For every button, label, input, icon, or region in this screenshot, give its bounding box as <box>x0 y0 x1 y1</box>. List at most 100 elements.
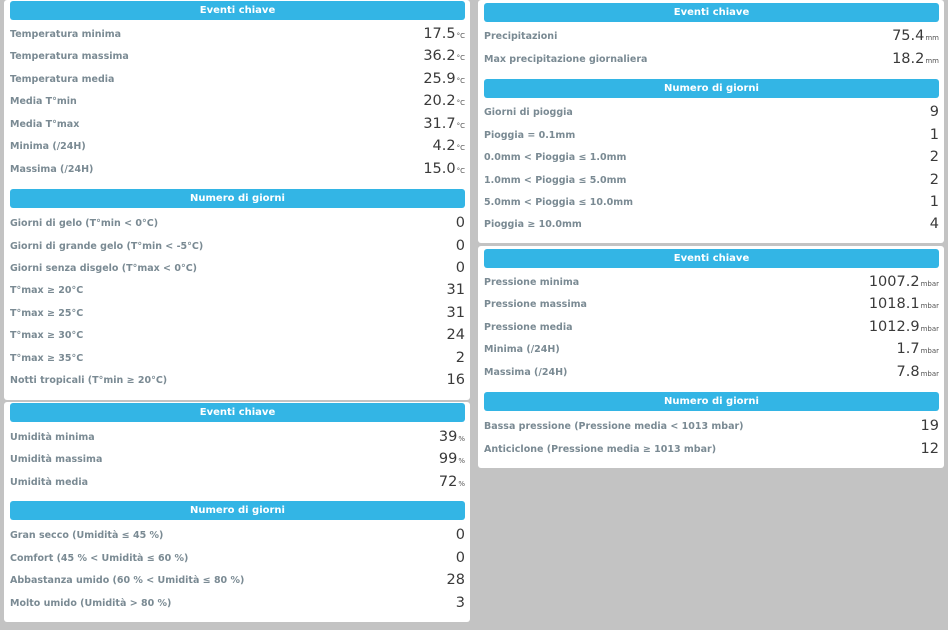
stat-row: Bassa pressione (Pressione media < 1013 … <box>484 414 939 436</box>
stat-value: 31 <box>446 282 465 298</box>
precipitation-panel: Eventi chiave Precipitazioni 75.4mm Max p… <box>478 0 944 243</box>
stat-value: 15.0°C <box>423 161 465 177</box>
stat-row: Precipitazioni 75.4mm <box>484 24 939 46</box>
pressure-panel: Eventi chiave Pressione minima 1007.2mbar… <box>478 246 944 468</box>
stat-value: 3 <box>455 595 465 611</box>
pressure-key-events-header: Eventi chiave <box>484 249 939 268</box>
stat-value: 17.5°C <box>423 26 465 42</box>
stat-label: Umidità media <box>10 477 88 488</box>
stat-value: 2 <box>929 149 939 165</box>
stat-label: Minima (/24H) <box>10 141 86 152</box>
stat-value: 0 <box>455 260 465 276</box>
stat-row: Abbastanza umido (60 % < Umidità ≤ 80 %)… <box>10 568 465 590</box>
stat-value: 28 <box>446 572 465 588</box>
stat-value: 24 <box>446 327 465 343</box>
stat-row: Giorni senza disgelo (T°max < 0°C) 0 <box>10 256 465 278</box>
stat-row: Umidità minima 39% <box>10 425 465 447</box>
stat-value: 31.7°C <box>423 116 465 132</box>
stat-row: Notti tropicali (T°min ≥ 20°C) 16 <box>10 368 465 390</box>
stat-row: Minima (/24H) 4.2°C <box>10 134 465 156</box>
stat-row: T°max ≥ 25°C 31 <box>10 301 465 323</box>
stat-value: 0 <box>455 527 465 543</box>
stat-label: Comfort (45 % < Umidità ≤ 60 %) <box>10 553 189 564</box>
stat-label: 1.0mm < Pioggia ≤ 5.0mm <box>484 175 627 186</box>
stat-row: Temperatura minima 17.5°C <box>10 22 465 44</box>
stat-label: 0.0mm < Pioggia ≤ 1.0mm <box>484 152 627 163</box>
stat-label: Giorni di pioggia <box>484 107 573 118</box>
stat-row: Minima (/24H) 1.7mbar <box>484 337 939 359</box>
stat-value: 2 <box>455 350 465 366</box>
stat-label: Anticiclone (Pressione media ≥ 1013 mbar… <box>484 444 717 455</box>
stat-value: 72% <box>438 474 465 490</box>
stat-row: Umidità media 72% <box>10 470 465 492</box>
stat-row: Temperatura massima 36.2°C <box>10 44 465 66</box>
precipitation-key-events-header: Eventi chiave <box>484 3 939 22</box>
stat-label: Abbastanza umido (60 % < Umidità ≤ 80 %) <box>10 575 245 586</box>
stat-value: 4.2°C <box>432 138 465 154</box>
temperature-days-header: Numero di giorni <box>10 189 465 208</box>
stat-label: Pressione massima <box>484 299 587 310</box>
stat-row: Gran secco (Umidità ≤ 45 %) 0 <box>10 523 465 545</box>
stat-value: 20.2°C <box>423 93 465 109</box>
stat-row: T°max ≥ 35°C 2 <box>10 346 465 368</box>
stat-label: Media T°min <box>10 96 77 107</box>
stat-label: Pioggia = 0.1mm <box>484 130 576 141</box>
stat-value: 31 <box>446 305 465 321</box>
stat-label: T°max ≥ 25°C <box>10 308 84 319</box>
stat-label: Giorni di gelo (T°min < 0°C) <box>10 218 159 229</box>
stat-value: 4 <box>929 216 939 232</box>
stat-value: 19 <box>920 418 939 434</box>
stat-label: Pressione minima <box>484 277 580 288</box>
stat-value: 0 <box>455 550 465 566</box>
stat-label: Giorni senza disgelo (T°max < 0°C) <box>10 263 198 274</box>
stat-row: Temperatura media 25.9°C <box>10 67 465 89</box>
stat-row: Giorni di pioggia 9 <box>484 100 939 122</box>
stat-row: Anticiclone (Pressione media ≥ 1013 mbar… <box>484 437 939 459</box>
stat-row: 0.0mm < Pioggia ≤ 1.0mm 2 <box>484 145 939 167</box>
stat-value: 0 <box>455 215 465 231</box>
stat-label: Umidità minima <box>10 432 95 443</box>
stat-label: Massima (/24H) <box>10 164 94 175</box>
stat-value: 2 <box>929 172 939 188</box>
stat-row: Pressione minima 1007.2mbar <box>484 270 939 292</box>
stat-value: 1 <box>929 127 939 143</box>
stat-label: Minima (/24H) <box>484 344 560 355</box>
stat-row: 1.0mm < Pioggia ≤ 5.0mm 2 <box>484 168 939 190</box>
stat-label: Max precipitazione giornaliera <box>484 54 648 65</box>
stat-row: Giorni di grande gelo (T°min < -5°C) 0 <box>10 234 465 256</box>
stat-value: 16 <box>446 372 465 388</box>
stat-label: Molto umido (Umidità > 80 %) <box>10 598 172 609</box>
stat-label: Massima (/24H) <box>484 367 568 378</box>
stat-value: 1012.9mbar <box>868 319 939 335</box>
stat-value: 1 <box>929 194 939 210</box>
stat-label: Temperatura massima <box>10 51 129 62</box>
stat-row: Comfort (45 % < Umidità ≤ 60 %) 0 <box>10 546 465 568</box>
temperature-panel: Eventi chiave Temperatura minima 17.5°C T… <box>4 0 470 400</box>
stat-label: Notti tropicali (T°min ≥ 20°C) <box>10 375 168 386</box>
humidity-days-header: Numero di giorni <box>10 501 465 520</box>
stat-label: Umidità massima <box>10 454 103 465</box>
stat-row: Pressione media 1012.9mbar <box>484 315 939 337</box>
stat-row: Media T°min 20.2°C <box>10 89 465 111</box>
stat-value: 1018.1mbar <box>868 296 939 312</box>
stat-label: Precipitazioni <box>484 31 558 42</box>
stat-label: Bassa pressione (Pressione media < 1013 … <box>484 421 744 432</box>
stat-label: Giorni di grande gelo (T°min < -5°C) <box>10 241 204 252</box>
stat-label: T°max ≥ 20°C <box>10 285 84 296</box>
stat-row: Pioggia ≥ 10.0mm 4 <box>484 212 939 234</box>
stat-row: Pioggia = 0.1mm 1 <box>484 123 939 145</box>
stat-row: 5.0mm < Pioggia ≤ 10.0mm 1 <box>484 190 939 212</box>
pressure-days-header: Numero di giorni <box>484 392 939 411</box>
stat-label: T°max ≥ 35°C <box>10 353 84 364</box>
stat-value: 1007.2mbar <box>868 274 939 290</box>
stat-row: Giorni di gelo (T°min < 0°C) 0 <box>10 211 465 233</box>
stat-row: Massima (/24H) 7.8mbar <box>484 360 939 382</box>
stat-label: Temperatura minima <box>10 29 122 40</box>
stat-row: Pressione massima 1018.1mbar <box>484 292 939 314</box>
stat-value: 9 <box>929 104 939 120</box>
stat-label: T°max ≥ 30°C <box>10 330 84 341</box>
stat-value: 36.2°C <box>423 48 465 64</box>
stat-label: Gran secco (Umidità ≤ 45 %) <box>10 530 164 541</box>
precipitation-days-header: Numero di giorni <box>484 79 939 98</box>
stat-value: 75.4mm <box>892 28 939 44</box>
